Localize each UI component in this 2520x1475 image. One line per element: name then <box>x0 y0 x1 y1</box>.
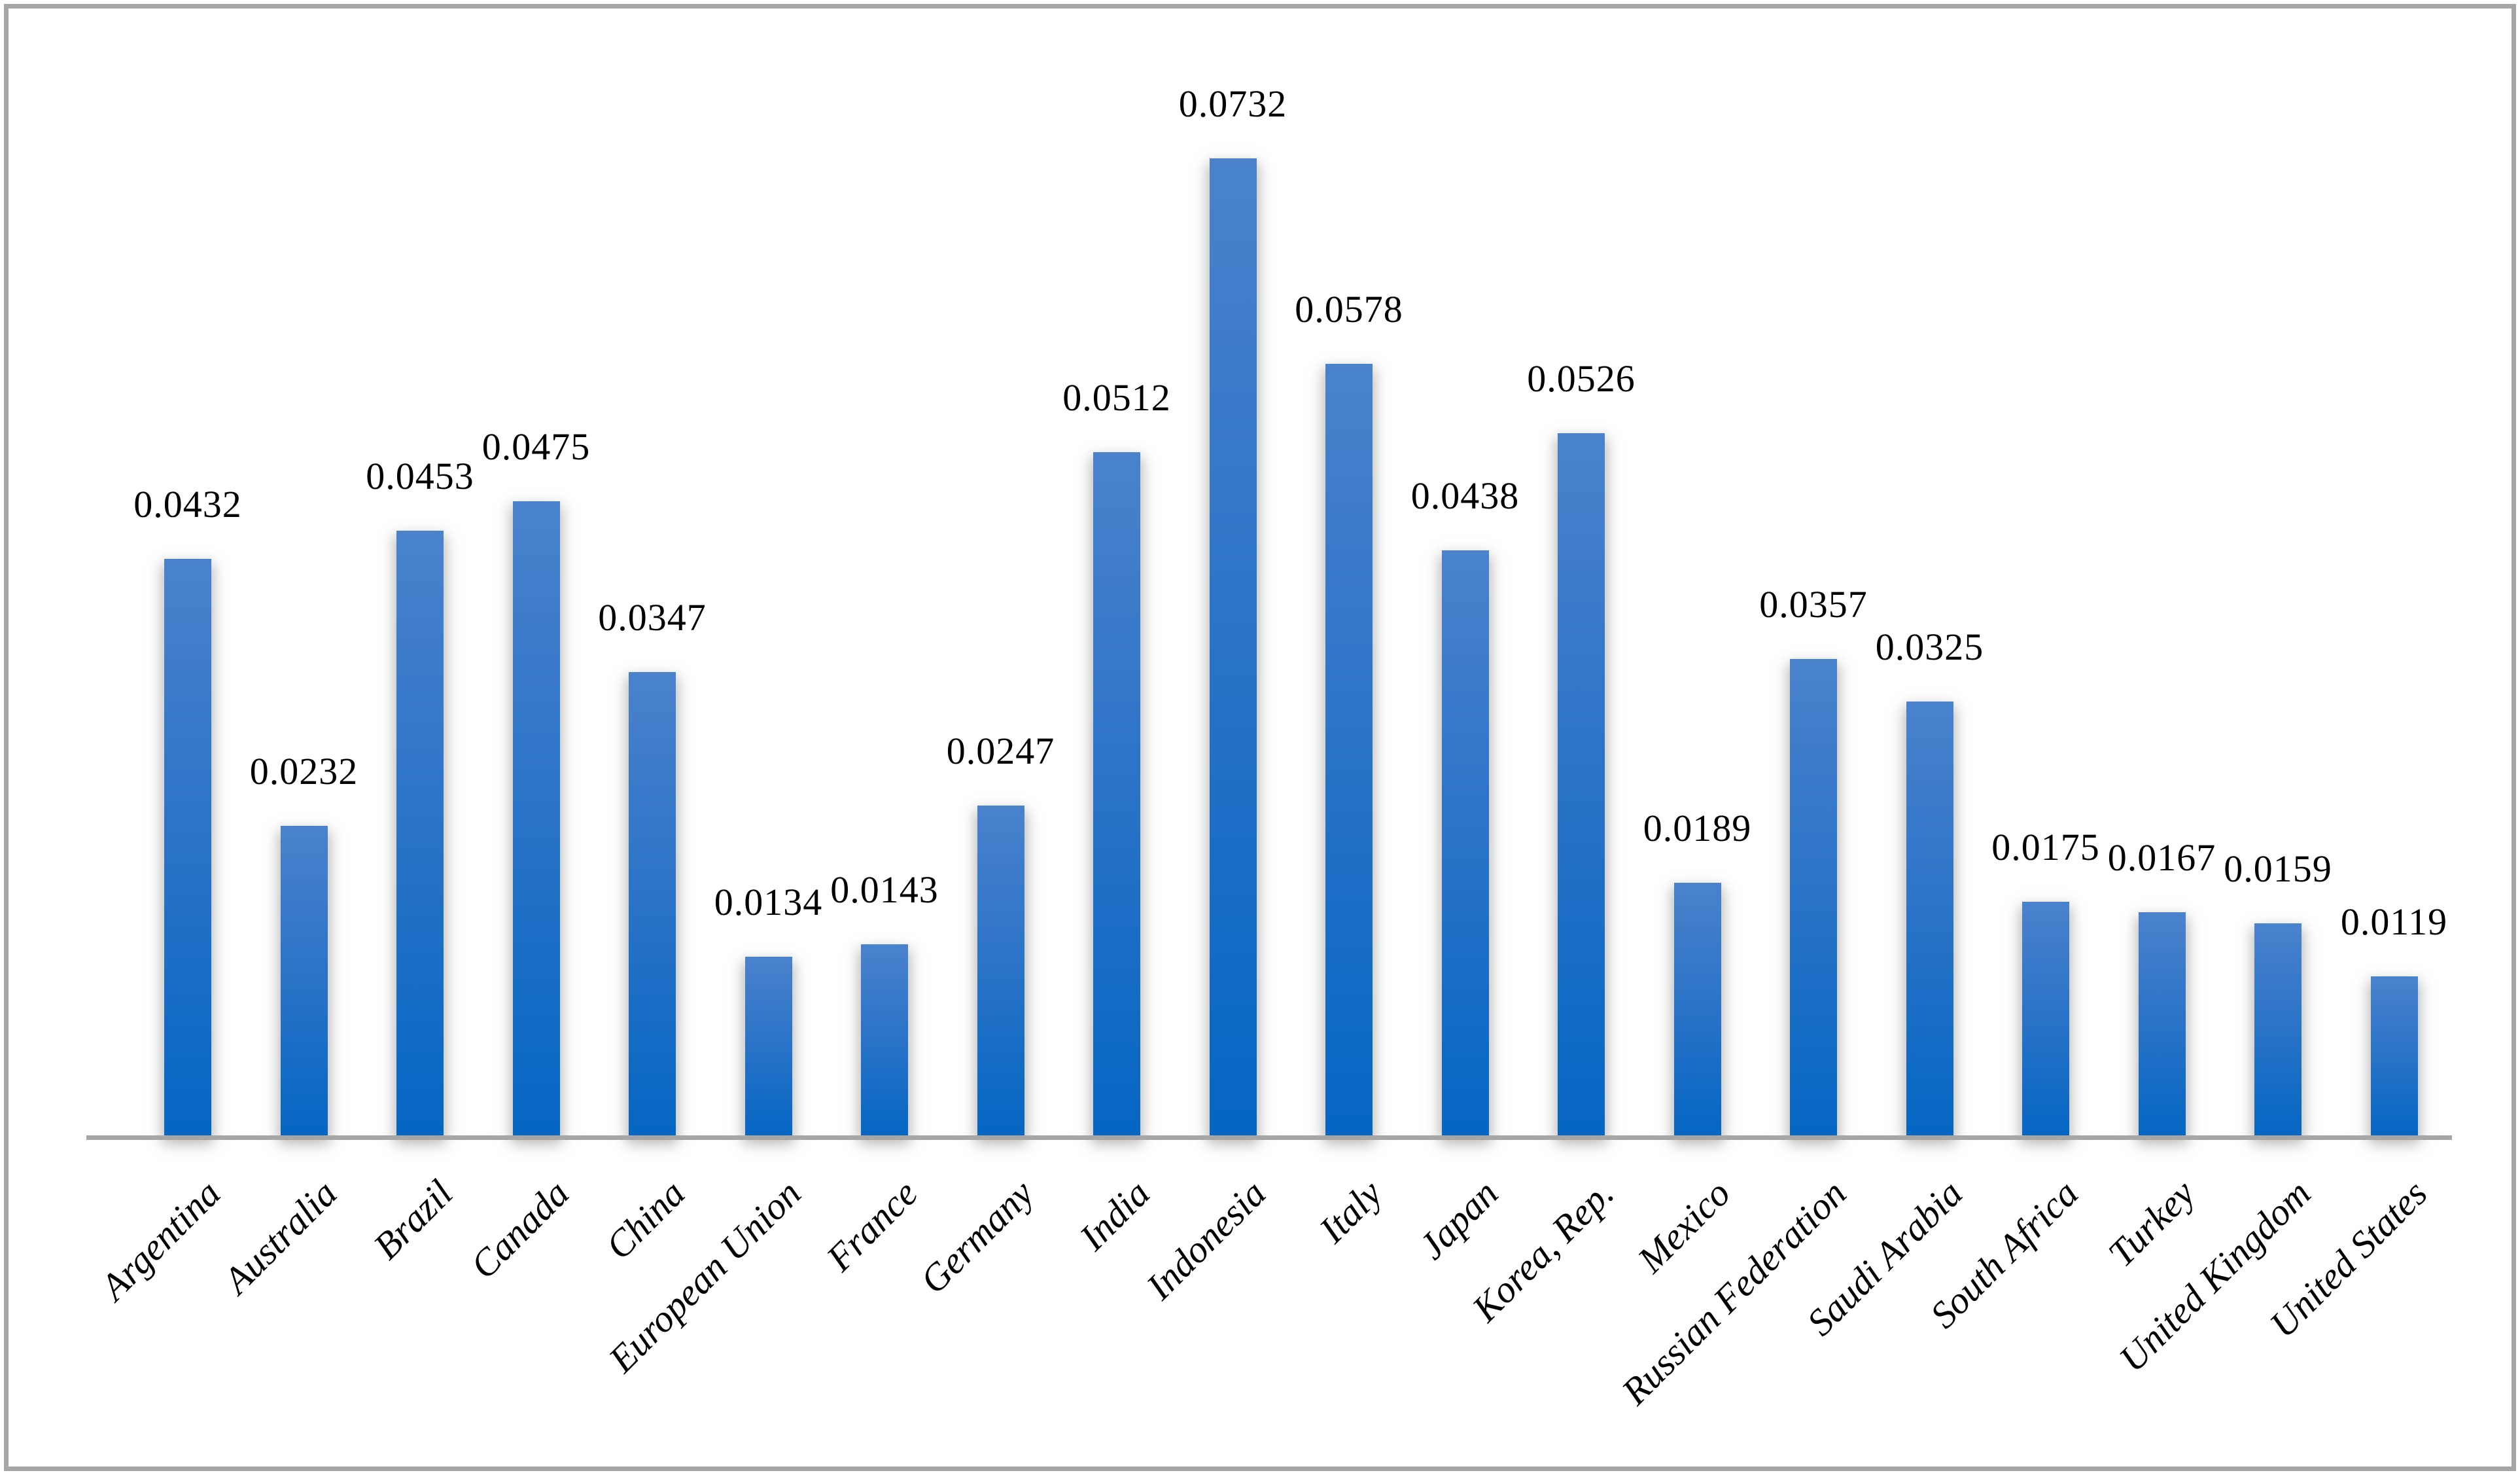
bar-value-label: 0.0432 <box>133 483 242 525</box>
bar-value-label: 0.0357 <box>1759 583 1868 626</box>
bar <box>1906 702 1953 1135</box>
bar <box>861 944 908 1135</box>
bar <box>1209 158 1257 1135</box>
bar <box>1558 433 1605 1135</box>
bar-value-label: 0.0475 <box>481 425 591 468</box>
bar <box>1673 883 1721 1135</box>
bar-value-label: 0.0189 <box>1643 807 1752 849</box>
bar-value-label: 0.0512 <box>1062 376 1171 419</box>
bar-value-label: 0.0325 <box>1875 626 1984 668</box>
bar-value-label: 0.0232 <box>249 750 359 792</box>
bar-value-label: 0.0159 <box>2224 847 2332 890</box>
bar-value-label: 0.0438 <box>1410 474 1520 517</box>
bar <box>512 501 560 1135</box>
bar <box>744 957 792 1135</box>
bar-value-label: 0.0247 <box>946 730 1055 772</box>
bar-value-label: 0.0143 <box>830 868 939 911</box>
bar <box>977 806 1024 1135</box>
bar-value-label: 0.0732 <box>1178 82 1287 125</box>
bar <box>280 826 328 1135</box>
bar <box>629 672 676 1135</box>
bar <box>164 559 211 1135</box>
bar-value-label: 0.0578 <box>1295 288 1403 330</box>
bar <box>1093 452 1140 1135</box>
bar-value-label: 0.0175 <box>1991 826 2100 868</box>
bar-value-label: 0.0347 <box>598 596 707 639</box>
bar-value-label: 0.0526 <box>1527 357 1636 400</box>
bar <box>396 531 444 1135</box>
bar-value-label: 0.0119 <box>2340 900 2448 943</box>
bar <box>2254 923 2301 1135</box>
x-axis-line <box>86 1135 2452 1140</box>
bar <box>1790 659 1837 1135</box>
bar-value-label: 0.0134 <box>714 881 823 923</box>
chart-frame <box>4 4 2516 1471</box>
bar-value-label: 0.0167 <box>2107 836 2216 879</box>
bar <box>1441 550 1489 1135</box>
bar <box>1325 364 1373 1135</box>
bar <box>2370 976 2418 1135</box>
bar-value-label: 0.0453 <box>366 455 474 497</box>
bar <box>2022 902 2069 1135</box>
bar <box>2138 912 2186 1135</box>
